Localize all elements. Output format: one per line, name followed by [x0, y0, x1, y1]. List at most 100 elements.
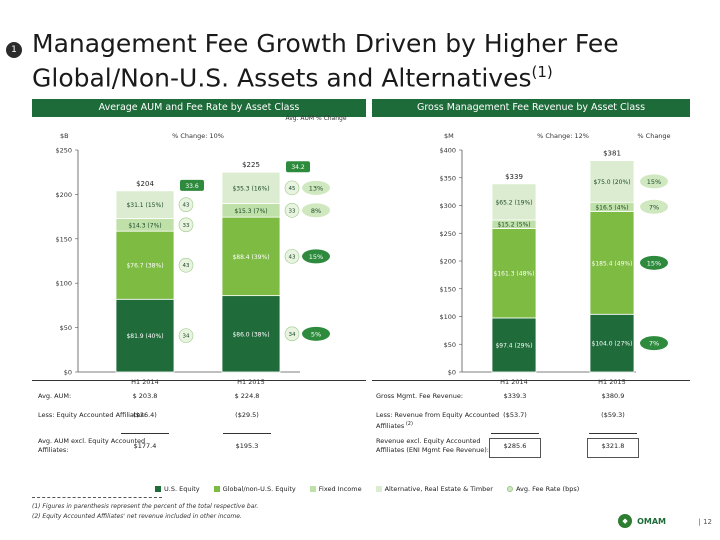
bar-segment-label: $65.2 (19%)	[495, 199, 532, 206]
table-row-label: Less: Revenue from Equity Accounted Affi…	[376, 411, 500, 431]
fee-rate-bubble	[178, 328, 194, 343]
fee-rate-bubble	[284, 326, 300, 342]
y-tick-label: $50	[444, 341, 456, 349]
bar-segment	[221, 295, 281, 373]
left-table-top-rule	[32, 380, 366, 381]
legend-swatch	[213, 486, 220, 492]
legend-swatch	[375, 486, 382, 492]
bar-segment	[115, 230, 175, 300]
y-tick-label: $0	[448, 369, 456, 377]
bar-segment-label: $81.9 (40%)	[126, 333, 163, 340]
title-line-2: Global/Non-U.S. Assets and Alternatives(…	[32, 63, 553, 93]
pct-change-value: 7%	[649, 203, 659, 211]
legend-item: Fixed Income	[309, 485, 362, 493]
y-tick-label: $350	[439, 174, 456, 182]
bar-segment-label: $161.3 (48%)	[494, 271, 535, 278]
change-header: % Change	[637, 132, 670, 140]
pct-change-value: 15%	[647, 178, 661, 186]
bar-segment	[491, 183, 537, 221]
subtotal-rule	[491, 433, 539, 434]
table-row-label: Avg. AUM excl. Equity Accounted Affiliat…	[38, 437, 146, 454]
right-table-top-rule	[372, 380, 690, 381]
pct-change-bubble	[302, 326, 330, 341]
title-line-1: Management Fee Growth Driven by Higher F…	[32, 29, 619, 58]
bar-segment-label: $35.3 (16%)	[232, 185, 269, 192]
legend-item: Global/non-U.S. Equity	[213, 485, 296, 493]
fee-rate-value: 43	[183, 263, 190, 269]
bar-segment-label: $16.5 (4%)	[595, 204, 628, 211]
logo-text: OMAM	[637, 516, 666, 526]
fee-rate-bubble	[284, 249, 300, 264]
pct-change-bubble	[302, 180, 330, 195]
pct-change-label: % Change: 12%	[537, 132, 589, 140]
fee-rate-value: 33	[183, 223, 190, 229]
table-cell: ($26.4)	[133, 411, 157, 419]
bar-segment-label: $185.4 (49%)	[592, 260, 633, 267]
legend-label: Fixed Income	[318, 485, 362, 493]
bar-segment-label: $15.3 (7%)	[234, 208, 267, 215]
fee-rate-total-box	[180, 179, 204, 191]
pct-change-value: 7%	[649, 340, 659, 348]
fee-rate-bubble	[178, 257, 194, 273]
x-tick-label: H1 2015	[598, 378, 626, 386]
fee-rate-value: 43	[183, 203, 190, 209]
pct-change-value: 15%	[647, 259, 661, 267]
table-row-footnote-ref: (2)	[404, 421, 413, 427]
pct-change-bubble	[302, 249, 330, 264]
fee-rate-value: 33	[289, 208, 296, 214]
fee-rate-bubble	[284, 203, 300, 218]
footnote-rule	[32, 497, 162, 498]
table-cell: $177.4	[133, 442, 157, 450]
fee-rate-bubble	[178, 217, 194, 233]
unit-label: $M	[444, 132, 454, 140]
bar-segment-label: $31.1 (15%)	[126, 202, 163, 209]
y-tick-label: $250	[55, 147, 72, 155]
pct-change-bubble	[302, 203, 330, 218]
y-tick-label: $0	[64, 369, 72, 377]
y-tick-label: $200	[439, 258, 456, 266]
y-tick-label: $300	[439, 202, 456, 210]
fee-rate-value: 34	[183, 334, 190, 340]
y-tick-label: $150	[439, 285, 456, 293]
bar-total-label: $225	[242, 161, 260, 169]
legend-item: Alternative, Real Estate & Timber	[375, 485, 493, 493]
bar-segment-label: $86.0 (38%)	[232, 331, 269, 338]
pct-change-value: 13%	[309, 184, 323, 192]
pct-change-value: 5%	[311, 330, 321, 338]
page-title: Management Fee Growth Driven by Higher F…	[32, 30, 619, 92]
bar-segment	[221, 171, 281, 204]
bar-segment	[115, 298, 175, 373]
legend-label: Alternative, Real Estate & Timber	[384, 485, 493, 493]
logo-mark-icon: ◆	[618, 514, 633, 528]
page-number: | 12	[698, 518, 713, 526]
bar-segment	[221, 216, 281, 297]
highlight-box	[489, 438, 541, 458]
x-tick-label: H1 2014	[131, 378, 159, 386]
legend-label: U.S. Equity	[164, 485, 200, 493]
bar-segment	[589, 313, 635, 373]
table-row-label: Gross Mgmt. Fee Revenue:	[376, 392, 464, 400]
subtotal-rule	[121, 433, 169, 434]
pct-change-bubble	[640, 255, 668, 270]
bar-total-label: $204	[136, 180, 154, 188]
table-cell: ($29.5)	[235, 411, 259, 419]
bar-segment-label: $15.2 (5%)	[497, 222, 530, 229]
pct-change-bubble	[640, 199, 668, 214]
bar-segment-label: $104.0 (27%)	[592, 341, 633, 348]
company-logo: ◆ OMAM	[618, 514, 666, 528]
bar-segment	[589, 160, 635, 203]
y-tick-label: $200	[55, 191, 72, 199]
table-cell: $321.8	[601, 442, 625, 450]
y-tick-label: $400	[439, 147, 456, 155]
bar-segment-label: $88.4 (39%)	[232, 254, 269, 261]
bar-segment-label: $14.3 (7%)	[128, 222, 161, 229]
right-chart-header: Gross Management Fee Revenue by Asset Cl…	[372, 99, 690, 117]
table-cell: $339.3	[503, 392, 527, 400]
legend: U.S. Equity Global/non-U.S. Equity Fixed I…	[155, 485, 579, 493]
title-footnote-ref: (1)	[531, 63, 553, 81]
table-cell: $195.3	[235, 442, 259, 450]
pct-change-bubble	[640, 174, 668, 189]
table-cell: $285.6	[503, 442, 527, 450]
fee-rate-total: 34.2	[291, 164, 305, 171]
table-cell: $ 224.8	[234, 392, 260, 400]
